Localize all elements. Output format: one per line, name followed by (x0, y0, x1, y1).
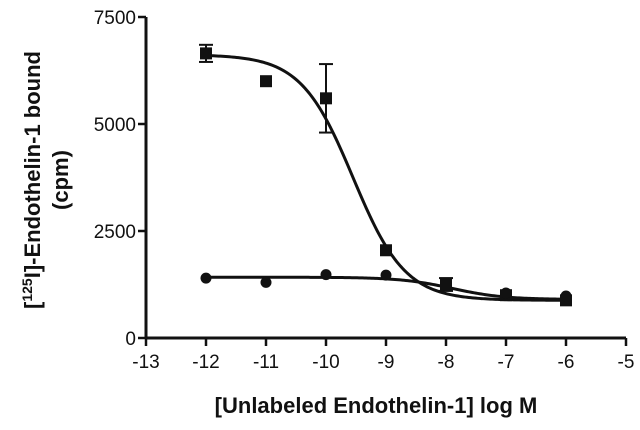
data-point-square (380, 244, 392, 257)
x-axis-title: [Unlabeled Endothelin-1] log M (215, 393, 538, 418)
x-tick-label: -8 (438, 352, 455, 373)
x-tick-label: -10 (312, 352, 339, 373)
data-point-square (320, 92, 332, 105)
x-tick-label: -13 (132, 352, 159, 373)
data-point-circle (380, 269, 392, 281)
x-tick-label: -7 (498, 352, 515, 373)
x-tick-label: -9 (378, 352, 395, 373)
data-point-circle (560, 290, 572, 302)
data-point-square (260, 75, 272, 88)
y-axis-title-superscript: 125 (19, 278, 35, 302)
data-point-circle (200, 272, 212, 284)
x-tick-label: -5 (618, 352, 635, 373)
y-tick-label: 0 (125, 329, 136, 350)
y-axis-title-text: I]-Endothelin-1 bound (20, 51, 45, 278)
data-point-circle (500, 287, 512, 299)
y-tick-label: 2500 (94, 222, 136, 243)
data-point-circle (260, 276, 272, 288)
x-tick-label: -12 (192, 352, 219, 373)
x-tick-label: -6 (558, 352, 575, 373)
fit-curve-square (205, 54, 567, 302)
y-tick-label: 7500 (94, 8, 136, 29)
data-point-square (200, 47, 212, 60)
data-point-square (440, 278, 452, 291)
y-axis-title-line2: (cpm) (48, 150, 73, 210)
y-axis-title-bracket: [ (20, 301, 45, 309)
y-tick-label: 5000 (94, 115, 136, 136)
data-point-circle (320, 269, 332, 281)
y-axis-title-line1: [125I]-Endothelin-1 bound (19, 51, 45, 309)
x-tick-label: -11 (253, 352, 279, 373)
